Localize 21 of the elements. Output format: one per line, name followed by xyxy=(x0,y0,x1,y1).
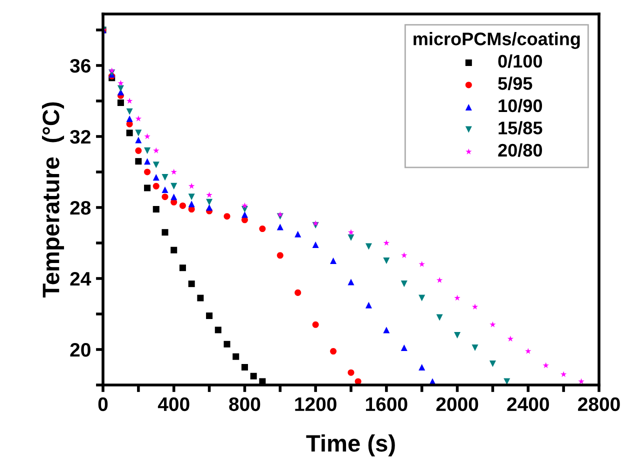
legend-label: 5/95 xyxy=(498,76,532,90)
legend-label: 0/100 xyxy=(498,54,542,68)
legend-label: 20/80 xyxy=(498,143,542,157)
x-tick-label: 2800 xyxy=(578,397,620,412)
y-tick-label: 24 xyxy=(70,272,92,286)
y-tick-label: 36 xyxy=(70,58,90,73)
y-tick-label: 32 xyxy=(70,130,90,144)
x-tick-label: 800 xyxy=(229,397,260,412)
y-tick-label: 20 xyxy=(70,342,90,357)
y-tick-label: 28 xyxy=(70,200,91,215)
x-tick-label: 2000 xyxy=(436,397,478,412)
legend-title: microPCMs/coating xyxy=(414,32,580,49)
x-tick-label: 1600 xyxy=(366,397,408,412)
x-tick-label: 0 xyxy=(98,397,108,412)
x-tick-label: 1200 xyxy=(295,397,336,412)
x-tick-label: 400 xyxy=(158,397,190,412)
legend-label: 15/85 xyxy=(498,121,542,135)
y-axis-title: Temperature (°C) xyxy=(42,102,64,298)
x-tick-label: 2400 xyxy=(507,397,549,412)
legend-label: 10/90 xyxy=(498,98,542,112)
x-axis-title: Time (s) xyxy=(306,434,395,456)
